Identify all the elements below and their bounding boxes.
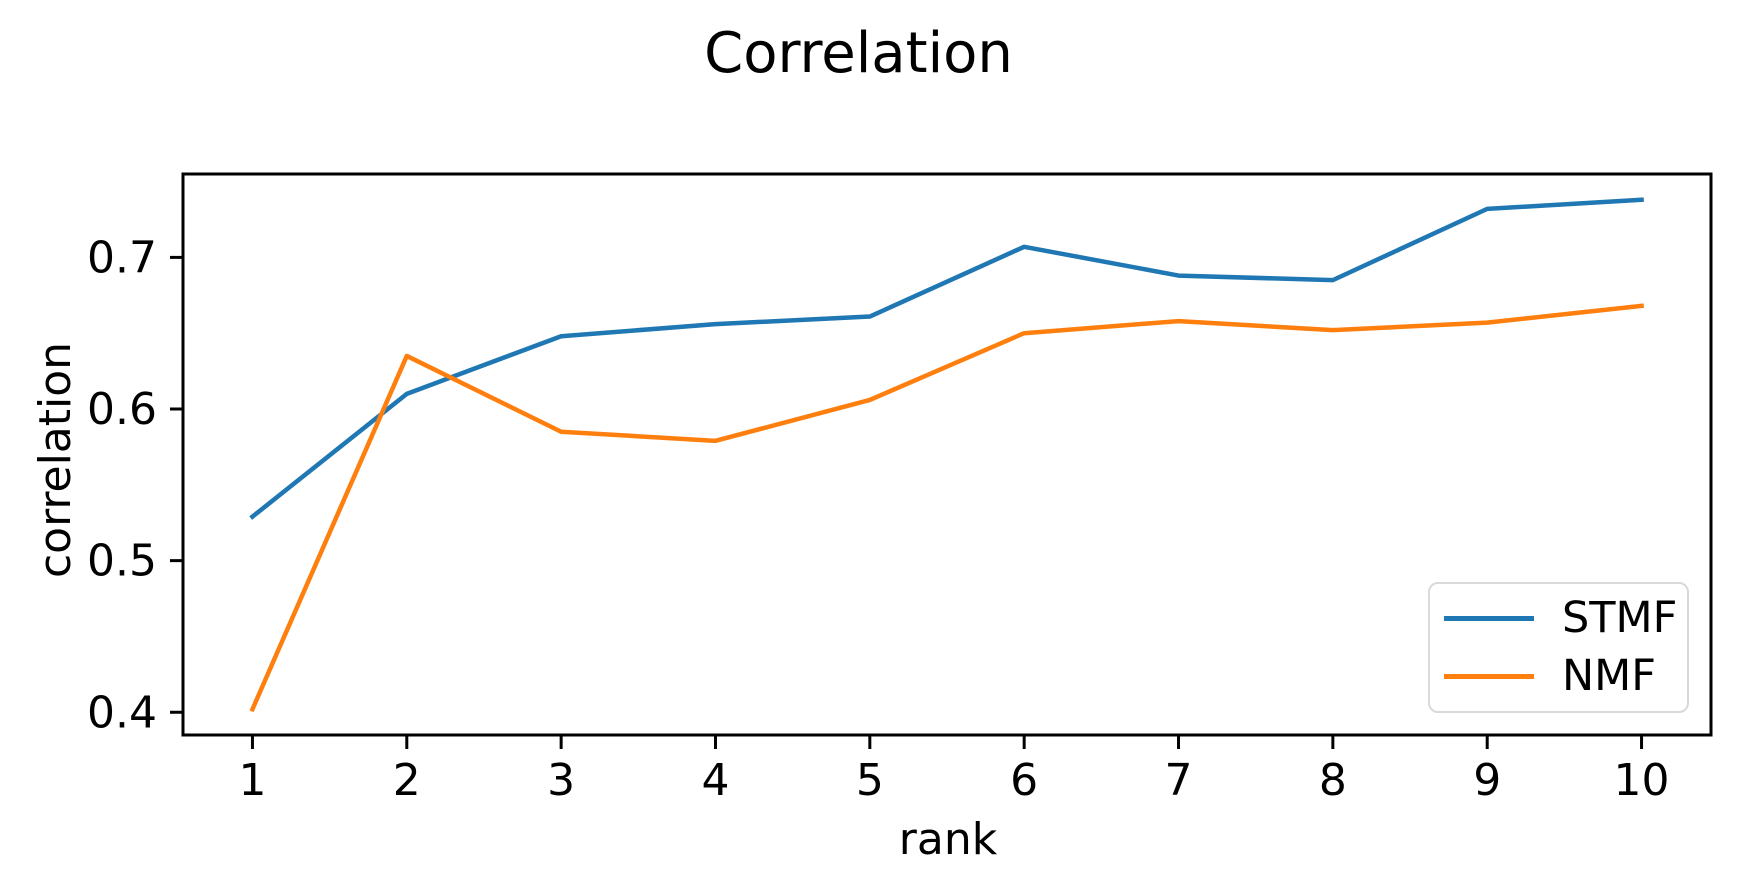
axes-frame [181, 172, 1713, 737]
legend-label-nmf: NMF [1562, 651, 1656, 701]
x-tick-label: 1 [238, 755, 266, 806]
legend-entry-nmf: NMF [1444, 655, 1687, 699]
legend-entry-stmf: STMF [1444, 597, 1687, 641]
y-tick-label: 0.5 [87, 536, 157, 587]
x-tick-label: 8 [1319, 755, 1347, 806]
x-tick-label: 6 [1010, 755, 1038, 806]
chart-title: Correlation [704, 21, 1013, 86]
legend: STMF NMF [1428, 582, 1689, 713]
x-tick-label: 10 [1614, 755, 1670, 806]
stmf-line-swatch [1444, 616, 1534, 621]
x-tick-label: 3 [547, 755, 575, 806]
x-tick-label: 2 [393, 755, 421, 806]
x-axis-label: rank [898, 814, 998, 865]
legend-label-stmf: STMF [1562, 593, 1678, 643]
x-tick-label: 9 [1473, 755, 1501, 806]
x-tick-label: 7 [1165, 755, 1193, 806]
series-line-nmf [249, 303, 1645, 713]
x-tick-label: 4 [701, 755, 729, 806]
y-tick-label: 0.4 [87, 687, 157, 738]
y-tick-label: 0.6 [87, 384, 157, 435]
nmf-line-swatch [1444, 674, 1534, 679]
y-tick-label: 0.7 [87, 232, 157, 283]
series-line-stmf [249, 197, 1644, 520]
x-tick-label: 5 [856, 755, 884, 806]
